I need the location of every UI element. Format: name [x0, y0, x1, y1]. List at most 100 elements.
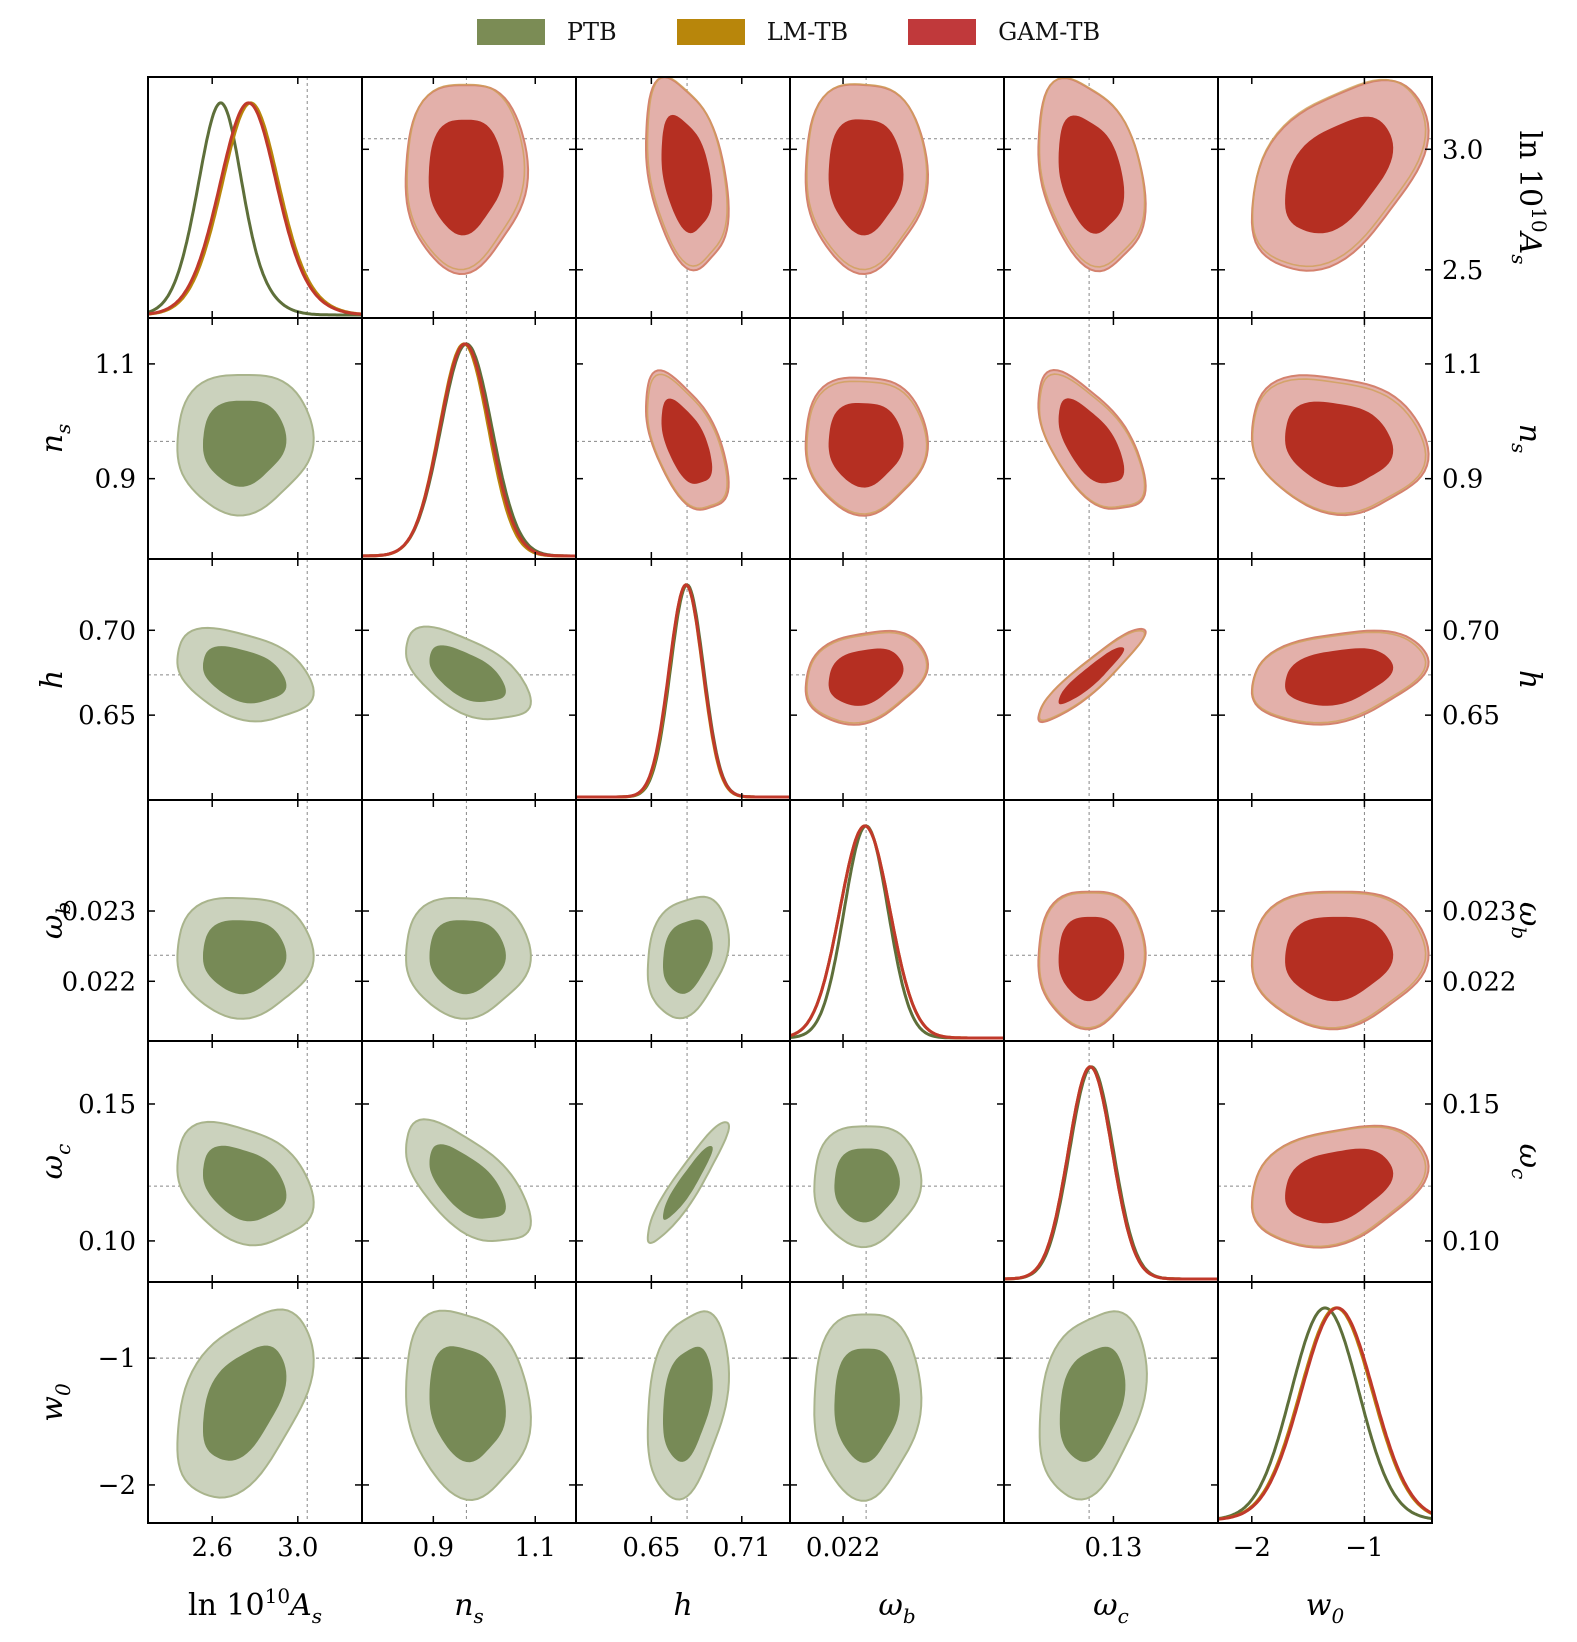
legend-label-lm-tb: LM-TB: [766, 18, 849, 46]
contour-1sigma-ptb: [834, 1348, 900, 1463]
x-axis-label-omega_b: ωb: [878, 1588, 915, 1628]
panel-omega_c-lnAs: [148, 1041, 362, 1282]
contour-1sigma-ptb: [203, 1145, 287, 1222]
panel-omega_c-ns: [362, 1041, 576, 1282]
panel-omega_b-h: [576, 800, 790, 1041]
x-axis-label-lnAs: ln 1010As: [188, 1584, 322, 1628]
y-tick-label-right: 2.5: [1442, 256, 1483, 286]
contour-2sigma-lm-tb: [806, 380, 928, 515]
contour-1sigma-ptb: [203, 1345, 287, 1461]
panel-bg: [576, 1041, 790, 1282]
panel-w0-omega_c: [1004, 1282, 1218, 1523]
contour-1sigma-gam-tb: [1285, 648, 1394, 706]
contour-1sigma-ptb: [663, 1146, 713, 1220]
contour-1sigma-gam-tb: [661, 114, 713, 234]
x-tick-label: −2: [1233, 1533, 1271, 1563]
panel-ns-ns: [362, 318, 576, 559]
legend-label-gam-tb: GAM-TB: [998, 18, 1101, 46]
panel-lnAs-w0: [1218, 77, 1432, 318]
y-tick-label-right: 0.9: [1442, 465, 1483, 495]
x-tick-label: 0.9: [413, 1533, 454, 1563]
y-tick-label-right: 0.023: [1442, 897, 1516, 927]
panel-omega_b-omega_c: [1004, 800, 1218, 1041]
contour-1sigma-gam-tb: [1285, 916, 1394, 1002]
y-tick-label-left: 0.70: [78, 616, 136, 646]
contour-2sigma-lm-tb: [1251, 892, 1427, 1029]
contour-2sigma-lm-tb: [1251, 1126, 1427, 1248]
contour-1sigma-gam-tb: [1058, 647, 1125, 705]
contour-2sigma-lm-tb: [1038, 373, 1146, 509]
panel-w0-lnAs: [148, 1282, 362, 1523]
panel-h-h: [576, 559, 790, 800]
contour-2sigma-lm-tb: [806, 631, 928, 724]
marginal-gam-tb-lnAs: [148, 101, 362, 316]
contour-1sigma-gam-tb: [661, 398, 713, 484]
legend-swatch-gam-tb: [908, 19, 977, 45]
y-tick-label-left: −1: [98, 1344, 136, 1374]
legend-swatch-ptb: [476, 19, 545, 45]
panel-h-ns: [362, 559, 576, 800]
panel-w0-h: [576, 1282, 790, 1523]
y-axis-label-left-h: h: [35, 670, 70, 689]
x-tick-label: 2.6: [192, 1533, 233, 1563]
panel-lnAs-omega_c: [1004, 77, 1218, 318]
panel-bg: [1004, 559, 1218, 800]
y-axis-label-right-ns: ns: [1507, 424, 1547, 454]
contour-2sigma-lm-tb: [1251, 378, 1427, 515]
panel-bg: [576, 559, 790, 800]
panel-h-w0: [1218, 559, 1432, 800]
y-tick-label-left: 0.10: [78, 1227, 136, 1257]
panel-h-omega_b: [790, 559, 1004, 800]
marginal-gam-tb-omega_b: [790, 824, 1004, 1040]
y-tick-label-left: 0.65: [78, 701, 136, 731]
x-tick-label: 0.71: [713, 1533, 771, 1563]
panel-omega_b-w0: [1218, 800, 1432, 1041]
panel-ns-omega_b: [790, 318, 1004, 559]
legend-swatch-lm-tb: [676, 19, 745, 45]
contour-1sigma-ptb: [429, 1144, 506, 1219]
marginal-gam-tb-ns: [362, 342, 576, 558]
panel-omega_c-omega_c: [1004, 1041, 1218, 1282]
x-tick-label: 0.13: [1084, 1533, 1142, 1563]
panel-h-lnAs: [148, 559, 362, 800]
contour-1sigma-gam-tb: [1058, 916, 1125, 1002]
contour-1sigma-ptb: [203, 646, 287, 704]
x-axis-label-w0: w0: [1306, 1588, 1345, 1628]
y-tick-label-right: 0.65: [1442, 701, 1500, 731]
panel-w0-omega_b: [790, 1282, 1004, 1523]
x-tick-label: −1: [1345, 1533, 1383, 1563]
y-axis-label-left-omega_b: ωb: [35, 902, 75, 939]
y-axis-label-right-omega_c: ωc: [1507, 1144, 1547, 1180]
contour-1sigma-gam-tb: [1285, 116, 1394, 234]
contour-1sigma-gam-tb: [1058, 398, 1125, 484]
y-tick-label-right: 0.70: [1442, 616, 1500, 646]
x-axis-label-h: h: [673, 1588, 692, 1623]
contour-2sigma-lm-tb: [406, 83, 526, 271]
panel-frame: [1217, 1281, 1433, 1524]
legend-item-ptb: PTB: [476, 18, 617, 46]
y-tick-label-right: 1.1: [1442, 350, 1483, 380]
y-tick-label-right: 0.10: [1442, 1227, 1500, 1257]
panel-omega_b-ns: [362, 800, 576, 1041]
contour-1sigma-gam-tb: [828, 648, 904, 706]
panel-lnAs-lnAs: [148, 77, 362, 318]
y-tick-label-right: 0.022: [1442, 967, 1516, 997]
panel-w0-ns: [362, 1282, 576, 1523]
panel-omega_c-omega_b: [790, 1041, 1004, 1282]
contour-1sigma-ptb: [1059, 1346, 1126, 1462]
contour-1sigma-gam-tb: [428, 119, 504, 236]
contour-1sigma-gam-tb: [1285, 1148, 1394, 1224]
contour-1sigma-gam-tb: [828, 119, 904, 236]
contour-2sigma-lm-tb: [1038, 629, 1146, 722]
panel-lnAs-omega_b: [790, 77, 1004, 318]
x-tick-label: 0.022: [806, 1533, 880, 1563]
panel-ns-w0: [1218, 318, 1432, 559]
contour-1sigma-ptb: [663, 1346, 713, 1462]
legend-item-lm-tb: LM-TB: [676, 18, 849, 46]
y-axis-label-right-lnAs: ln 1010As: [1507, 130, 1551, 264]
contour-1sigma-gam-tb: [828, 403, 904, 488]
contour-2sigma-lm-tb: [1251, 78, 1427, 268]
panel-ns-h: [576, 318, 790, 559]
y-axis-label-right-h: h: [1512, 670, 1547, 689]
panel-w0-w0: [1218, 1282, 1432, 1523]
